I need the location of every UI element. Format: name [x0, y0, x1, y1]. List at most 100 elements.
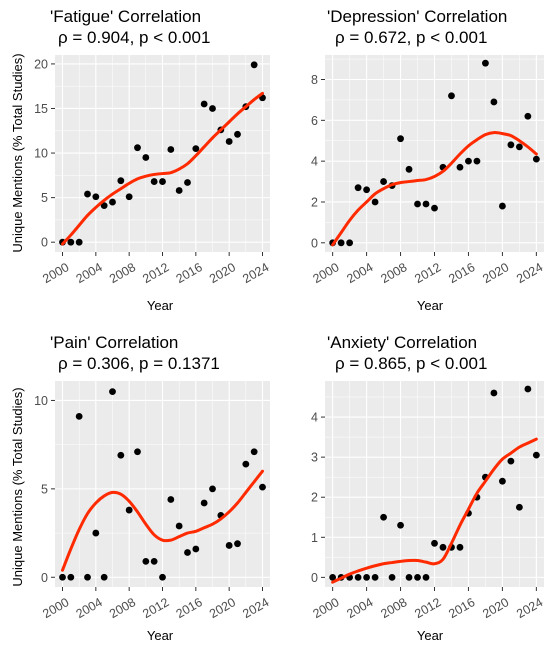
data-point-anxiety: [422, 573, 430, 581]
x-tick-label-fatigue: 2024: [240, 260, 271, 286]
plot-anxiety: 0 1 2 3 4 2000 2004 2008 2012 2016 2020 2024: [310, 381, 545, 621]
x-tick-label-anxiety: 2012: [412, 595, 443, 621]
data-point-pain: [234, 540, 241, 548]
data-point-depression: [354, 184, 362, 192]
data-point-pain: [250, 448, 258, 456]
plot-fatigue: 0 5 10 15 20 2000 2004 2008 2012 2016 2020 2024: [34, 55, 271, 286]
y-tick-label-depression: 0: [311, 236, 318, 250]
subtitle-fatigue: ρ = 0.904, p < 0.001: [58, 28, 210, 47]
data-point-anxiety: [439, 543, 447, 551]
data-point-fatigue: [117, 177, 125, 185]
x-axis-label-depression: Year: [417, 298, 444, 313]
x-tick-label-depression: 2004: [344, 260, 375, 286]
subtitle-depression: ρ = 0.672, p < 0.001: [335, 28, 487, 47]
data-point-anxiety: [456, 543, 464, 551]
data-point-fatigue: [100, 202, 108, 210]
x-tick-label-depression: 2024: [514, 260, 545, 286]
data-point-pain: [225, 542, 233, 549]
x-tick-label-anxiety: 2004: [344, 595, 375, 621]
x-tick-label-depression: 2008: [378, 260, 409, 286]
data-point-depression: [515, 143, 523, 151]
x-tick-label-pain: 2004: [74, 595, 105, 621]
data-point-anxiety: [388, 573, 396, 581]
data-point-depression: [465, 157, 472, 165]
x-tick-label-anxiety: 2016: [446, 595, 477, 621]
data-point-fatigue: [109, 198, 116, 206]
data-point-depression: [363, 186, 370, 194]
data-point-depression: [499, 202, 506, 210]
x-tick-label-depression: 2000: [310, 260, 341, 286]
data-point-fatigue: [75, 238, 83, 246]
data-point-depression: [456, 163, 464, 171]
plot-pain: 0 5 10 2000 2004 2008 2012 2016 2020 2024: [34, 381, 271, 621]
data-point-pain: [59, 573, 66, 581]
data-point-fatigue: [167, 146, 175, 153]
data-point-pain: [142, 557, 150, 565]
data-point-pain: [125, 506, 133, 514]
data-point-anxiety: [371, 573, 379, 581]
data-point-depression: [397, 135, 404, 143]
data-point-pain: [175, 522, 183, 530]
title-anxiety: 'Anxiety' Correlation: [327, 333, 477, 352]
data-point-fatigue: [192, 145, 200, 152]
data-point-depression: [371, 198, 379, 206]
data-point-depression: [337, 239, 345, 247]
data-point-depression: [448, 92, 455, 100]
data-point-depression: [532, 155, 540, 163]
data-point-pain: [150, 557, 158, 565]
y-tick-label-pain: 10: [34, 394, 48, 408]
y-tick-label-fatigue: 10: [34, 147, 48, 161]
data-point-depression: [524, 112, 532, 120]
x-tick-label-pain: 2024: [240, 595, 271, 621]
x-tick-label-pain: 2008: [107, 595, 138, 621]
data-point-fatigue: [250, 61, 258, 69]
data-point-pain: [159, 573, 166, 581]
data-point-pain: [184, 549, 191, 556]
data-point-depression: [380, 178, 387, 185]
data-point-depression: [482, 59, 489, 67]
data-point-depression: [346, 239, 354, 247]
data-point-pain: [75, 412, 83, 420]
data-point-pain: [192, 545, 200, 553]
y-tick-label-depression: 6: [311, 114, 318, 128]
panel-depression: 'Depression' Correlation ρ = 0.672, p < …: [310, 7, 545, 313]
y-tick-label-pain: 0: [41, 571, 48, 585]
data-point-pain: [84, 573, 91, 581]
data-point-fatigue: [209, 105, 216, 112]
data-point-pain: [242, 460, 250, 468]
data-point-pain: [167, 496, 175, 503]
data-point-pain: [200, 499, 208, 507]
data-point-depression: [414, 200, 421, 208]
x-tick-label-fatigue: 2020: [207, 260, 238, 286]
data-point-pain: [259, 483, 266, 491]
data-point-fatigue: [225, 138, 233, 145]
x-tick-label-pain: 2020: [207, 595, 238, 621]
y-tick-label-fatigue: 5: [41, 191, 48, 205]
data-point-pain: [67, 573, 75, 581]
y-axis-label-fatigue: Unique Mentions (% Total Studies): [10, 53, 25, 252]
data-point-fatigue: [92, 193, 100, 201]
x-axis-label-fatigue: Year: [147, 298, 174, 313]
data-point-fatigue: [159, 178, 166, 185]
data-point-pain: [209, 485, 216, 493]
data-point-fatigue: [84, 190, 91, 198]
data-point-pain: [117, 451, 125, 459]
y-tick-label-anxiety: 0: [311, 571, 318, 585]
data-point-fatigue: [184, 179, 191, 186]
data-point-depression: [422, 200, 430, 208]
data-point-anxiety: [397, 521, 404, 529]
data-point-fatigue: [67, 238, 75, 246]
data-point-anxiety: [515, 503, 523, 511]
trend-line-anxiety: [331, 437, 538, 584]
y-tick-label-anxiety: 3: [311, 451, 318, 465]
data-point-depression: [507, 141, 515, 149]
data-point-fatigue: [200, 100, 208, 108]
data-point-anxiety: [354, 573, 362, 581]
data-point-anxiety: [431, 539, 438, 547]
x-tick-label-pain: 2000: [40, 595, 71, 621]
data-point-depression: [431, 204, 438, 212]
data-point-anxiety: [329, 573, 337, 581]
data-point-depression: [473, 157, 481, 165]
y-tick-label-anxiety: 1: [311, 531, 318, 545]
